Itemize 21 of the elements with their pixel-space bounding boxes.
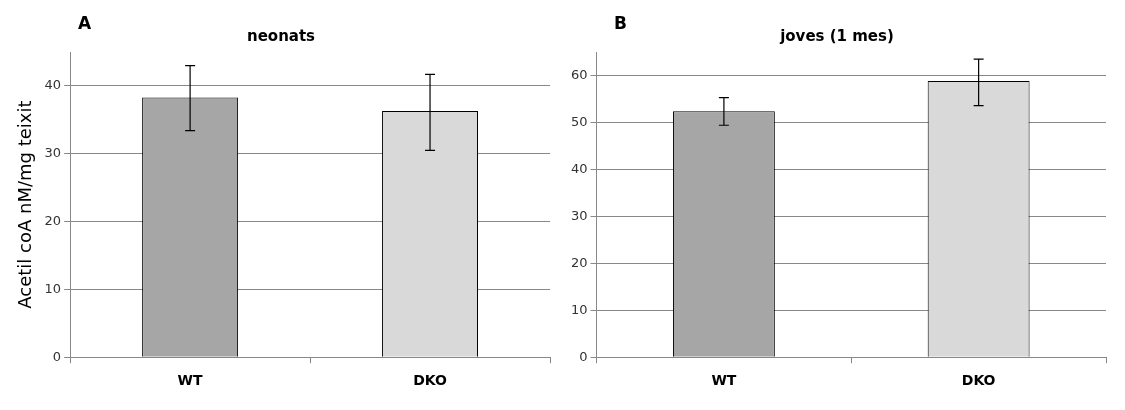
y-tick-label: 50 — [571, 113, 588, 129]
y-tick-label: 10 — [44, 280, 62, 296]
y-tick-label: 0 — [52, 348, 62, 364]
y-tick-label: 40 — [44, 77, 62, 93]
chart-title: joves (1 mes) — [779, 26, 894, 45]
y-tick-label: 10 — [571, 301, 588, 317]
y-tick-label: 30 — [44, 145, 62, 161]
y-tick-label: 20 — [571, 254, 588, 270]
y-tick-label: 30 — [571, 207, 588, 223]
x-tick-label: WT — [177, 372, 204, 389]
x-tick-label: WT — [711, 372, 737, 389]
x-tick-label: DKO — [961, 372, 996, 389]
y-axis-title: Acetil coA nM/mg teixit — [14, 100, 36, 309]
x-tick-label: DKO — [413, 372, 447, 389]
y-tick-label: 40 — [571, 160, 588, 176]
text: A — [78, 12, 92, 33]
chart-title: neonats — [246, 26, 316, 45]
y-tick-label: 0 — [579, 348, 588, 364]
y-tick-label: 20 — [44, 212, 62, 228]
text: B — [614, 12, 627, 33]
y-tick-label: 60 — [571, 66, 588, 82]
